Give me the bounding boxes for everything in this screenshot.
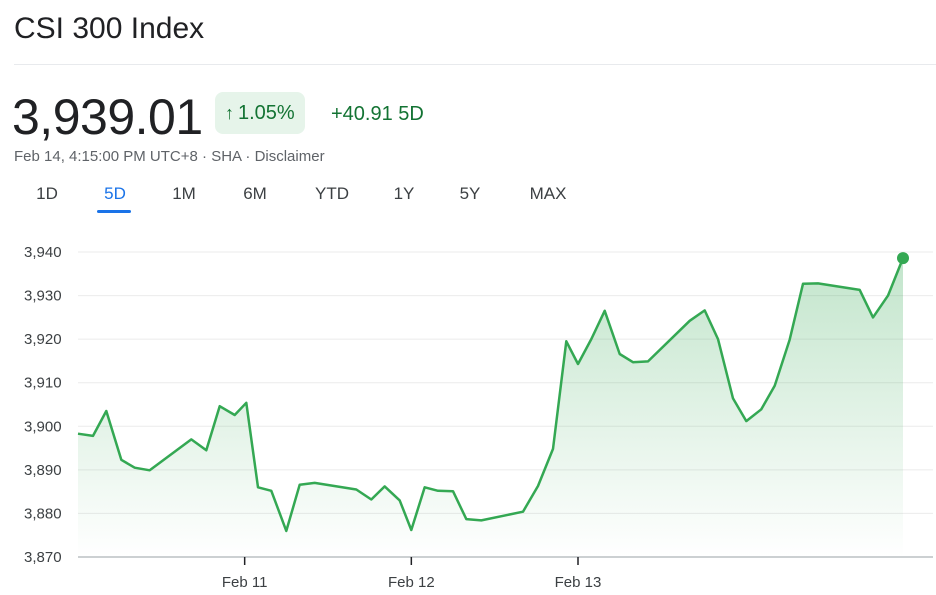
tab-5y[interactable]: 5Y: [459, 184, 481, 203]
change-percent-badge: ↑ 1.05%: [215, 92, 305, 134]
y-tick-label: 3,920: [24, 331, 62, 348]
y-tick-label: 3,930: [24, 288, 62, 305]
quote-datetime: Feb 14, 4:15:00 PM UTC+8: [14, 148, 198, 165]
y-tick-label: 3,910: [24, 375, 62, 392]
current-price: 3,939.01: [12, 89, 203, 145]
tab-ytd[interactable]: YTD: [315, 184, 349, 203]
change-percent-value: 1.05%: [238, 101, 295, 124]
quote-meta: Feb 14, 4:15:00 PM UTC+8 · SHA · Disclai…: [14, 148, 325, 165]
y-tick-label: 3,870: [24, 549, 62, 566]
header-divider: [14, 64, 936, 65]
exchange-label: SHA: [211, 148, 242, 165]
page-title: CSI 300 Index: [14, 12, 205, 45]
tab-1d[interactable]: 1D: [36, 184, 58, 203]
meta-separator: ·: [245, 148, 251, 165]
x-tick-label: Feb 12: [388, 574, 435, 591]
price-chart[interactable]: 3,870 3,880 3,890 3,900 3,910 3,920 3,930 3,940…: [0, 230, 936, 595]
tab-5d[interactable]: 5D: [104, 184, 126, 203]
tab-1y[interactable]: 1Y: [393, 184, 415, 203]
x-tick-label: Feb 13: [555, 574, 602, 591]
y-tick-label: 3,940: [24, 244, 62, 261]
tab-1m[interactable]: 1M: [172, 184, 196, 203]
y-tick-label: 3,880: [24, 505, 62, 522]
last-price-dot: [897, 252, 909, 265]
meta-separator: ·: [202, 148, 208, 165]
price-area-fill: [78, 258, 903, 557]
disclaimer-link[interactable]: Disclaimer: [254, 148, 325, 165]
price-line: [77, 257, 905, 533]
arrow-up-icon: ↑: [225, 102, 234, 123]
x-tick-label: Feb 11: [222, 574, 268, 591]
change-absolute: +40.91 5D: [331, 103, 424, 125]
tab-max[interactable]: MAX: [529, 184, 567, 203]
active-tab-indicator: [97, 210, 131, 213]
tab-6m[interactable]: 6M: [243, 184, 267, 203]
y-tick-label: 3,900: [24, 418, 62, 435]
y-tick-label: 3,890: [24, 462, 62, 479]
